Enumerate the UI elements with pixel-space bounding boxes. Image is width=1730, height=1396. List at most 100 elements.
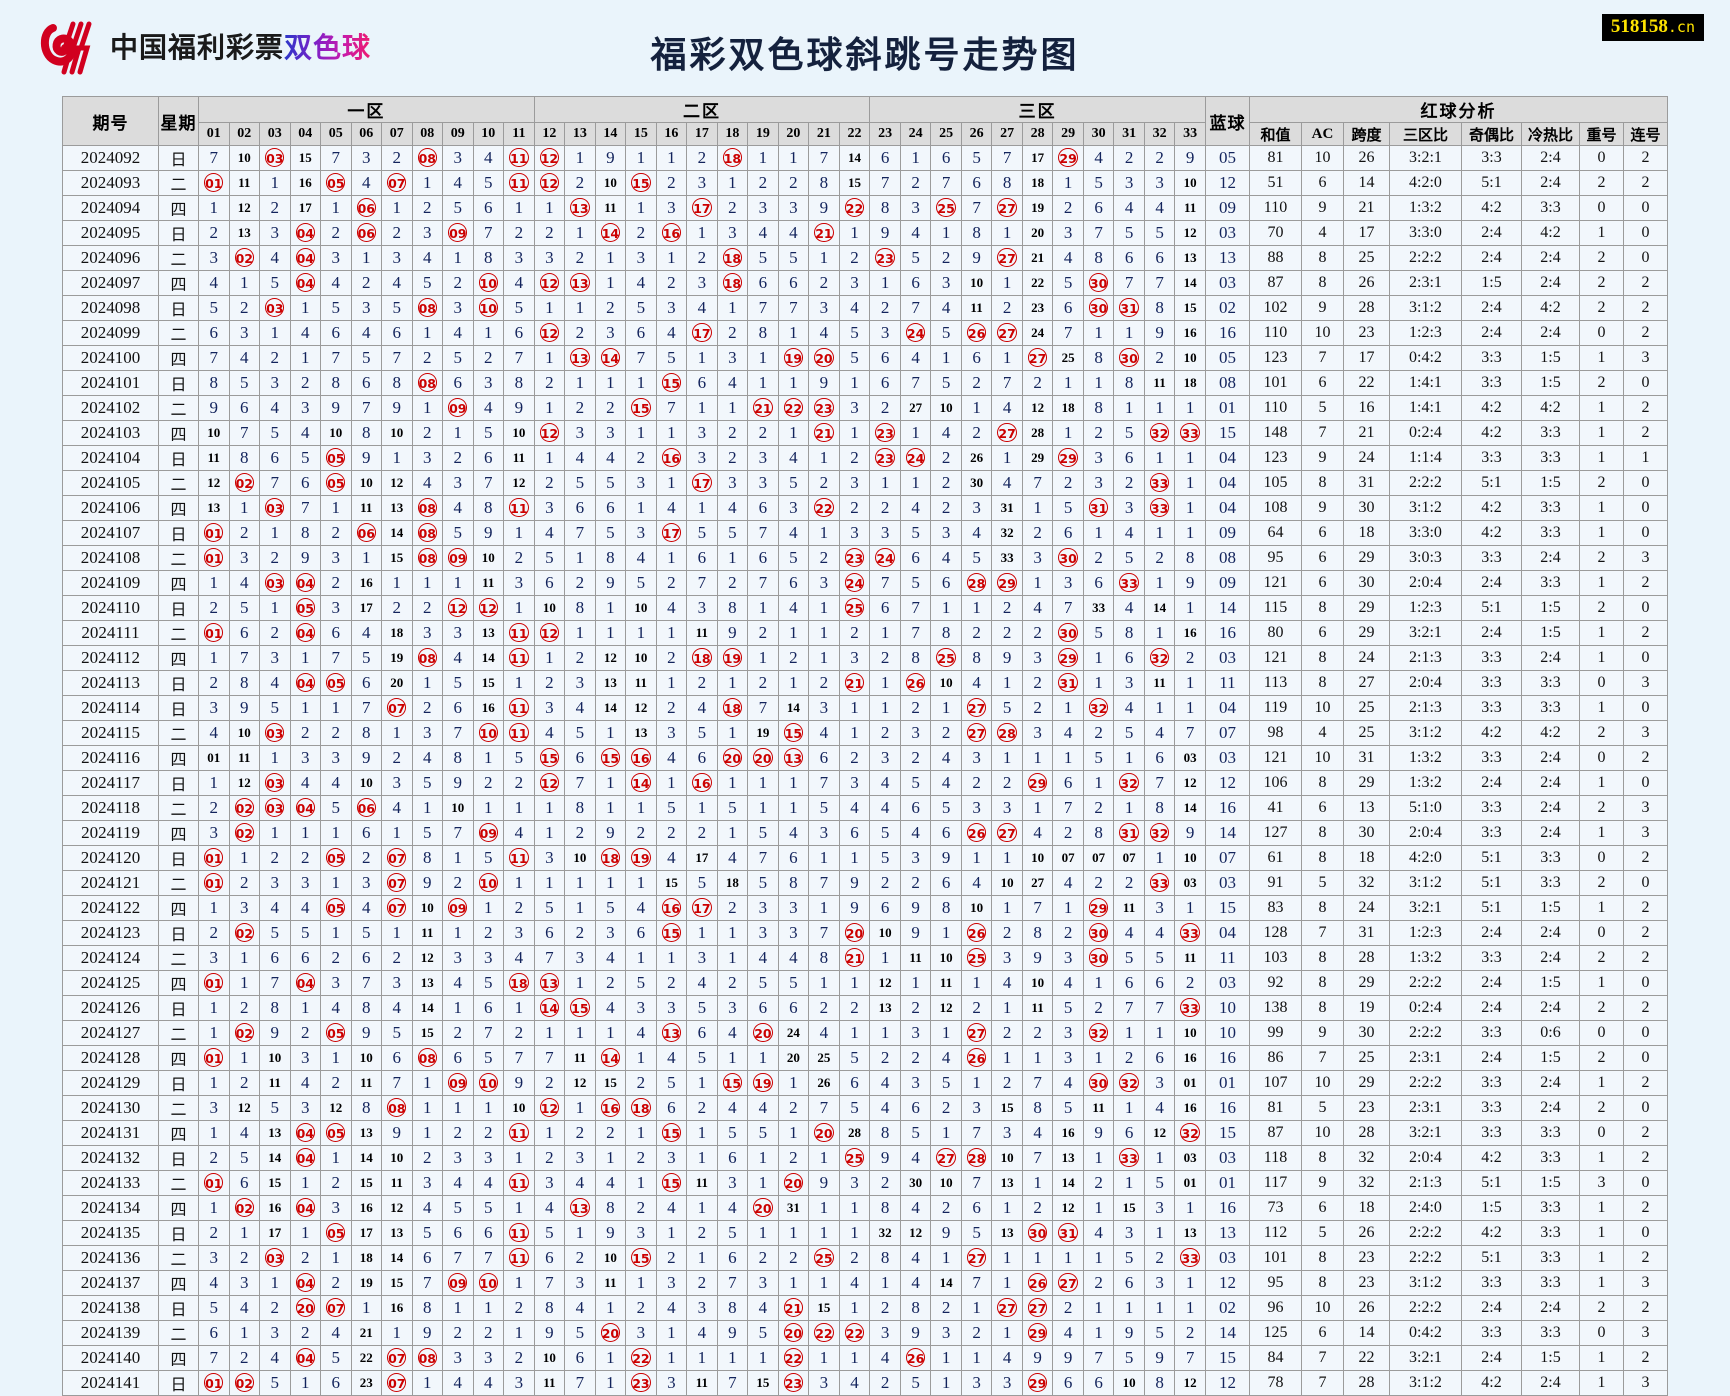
table-row[interactable]: 2024136 二 3 2 03 2 1 18 14 6 7 7 11 6 2 10 15 2 1 6 2 2 25 2 8 4 1…	[62, 1245, 1668, 1271]
cell-blue-ball: 03	[1204, 745, 1250, 771]
table-row[interactable]: 2024116 四 01 11 1 3 3 9 2 4 8 1 5 15 6 15 16 4 6 20 20 13 6 2 3 2…	[62, 745, 1668, 771]
cell-red-gap-27: 4	[991, 395, 1023, 421]
cell-red-gap-14: 1	[594, 270, 627, 296]
table-row[interactable]: 2024105 二 12 02 7 6 05 10 12 4 3 7 12 2 5 5 3 1 17 3 3 5 2 3 1 1 2…	[62, 470, 1668, 496]
cell-analysis-冷热比: 3:3	[1520, 670, 1580, 696]
cell-issue: 2024108	[62, 545, 160, 571]
cell-red-gap-22: 4	[838, 1370, 871, 1396]
table-row[interactable]: 2024096 二 3 02 4 04 3 1 3 4 1 8 3 3 2 1 3 1 2 18 5 5 1 2 23 5 2 9 27…	[62, 245, 1668, 271]
table-row[interactable]: 2024127 二 1 02 9 2 05 9 5 15 2 7 2 1 1 1 4 13 6 4 20 24 4 1 1 3 1 2…	[62, 1020, 1668, 1046]
table-row[interactable]: 2024128 四 01 1 10 3 1 10 6 08 6 5 7 7 11 14 1 4 5 1 1 20 25 5 2 2…	[62, 1045, 1668, 1071]
table-row[interactable]: 2024110 日 2 5 1 05 3 17 2 2 12 12 1 10 8 1 10 4 3 8 1 4 1 25 6 7 1…	[62, 595, 1668, 621]
red-ball-marker: 08	[387, 1098, 407, 1117]
cell-analysis-三区比: 3:2:1	[1388, 1345, 1462, 1371]
cell-red-gap-11: 2	[503, 895, 535, 921]
red-ball-marker: 08	[417, 548, 437, 567]
cell-red-gap-01: 8	[198, 370, 230, 396]
table-row[interactable]: 2024113 日 2 8 4 04 05 6 20 1 5 15 1 2 3 13 11 1 2 1 2 1 2 21 1 26…	[62, 670, 1668, 696]
cell-red-gap-25: 2	[930, 720, 962, 746]
table-row[interactable]: 2024117 日 1 12 03 4 4 10 3 5 9 2 2 12 7 1 14 1 16 1 1 1 7 3 4 5 4 2…	[62, 770, 1668, 796]
table-row[interactable]: 2024100 四 7 4 2 1 7 5 7 2 5 2 7 1 13 14 7 5 1 3 1 19 20 5 6 4 1 6 1 2…	[62, 345, 1668, 371]
table-row[interactable]: 2024093 二 01 11 1 16 05 4 07 1 4 5 11 12 2 10 15 2 3 1 2 2 8 15…	[62, 170, 1668, 196]
red-ball-marker: 08	[417, 523, 437, 542]
cell-red-gap-26: 1	[960, 1295, 993, 1321]
cell-red-hit-13: 13	[564, 195, 596, 221]
cell-red-gap-33: 13	[1174, 245, 1206, 271]
cell-analysis-AC: 4	[1300, 220, 1344, 246]
table-row[interactable]: 2024137 四 4 3 1 04 2 19 15 7 09 10 1 7 3 11 1 3 2 7 3 1 1 4 1 4 14…	[62, 1270, 1668, 1296]
cell-red-hit-12: 12	[533, 320, 566, 346]
table-row[interactable]: 2024097 四 4 1 5 04 4 2 4 5 2 10 4 12 13 1 4 2 3 18 6 6 2 3 1 6 3 10…	[62, 270, 1668, 296]
cell-red-gap-04: 2	[289, 370, 322, 396]
cell-red-gap-25: 1	[930, 345, 962, 371]
table-row[interactable]: 2024119 四 3 02 1 1 1 6 1 5 7 09 4 1 2 9 2 2 2 1 5 4 3 6 5 4 6 26 27 4…	[62, 820, 1668, 846]
table-row[interactable]: 2024103 四 10 7 5 4 10 8 10 2 1 5 10 12 3 3 1 1 3 2 2 1 21 1 23 1 4…	[62, 420, 1668, 446]
th-red-27: 27	[991, 122, 1023, 146]
cell-analysis-冷热比: 2:4	[1520, 995, 1580, 1021]
cell-red-gap-21: 1	[808, 970, 840, 996]
table-row[interactable]: 2024132 日 2 5 14 04 1 14 10 2 3 3 1 2 3 1 2 3 1 6 1 2 1 25 9 4 27 2…	[62, 1145, 1668, 1171]
cell-red-gap-21: 6	[808, 745, 840, 771]
cell-red-gap-08: 2	[411, 1145, 444, 1171]
table-row[interactable]: 2024139 二 6 1 3 2 4 21 1 9 2 2 1 9 5 20 3 1 4 9 5 20 22 22 3 9 3 2 1…	[62, 1320, 1668, 1346]
table-row[interactable]: 2024133 二 01 6 15 1 2 15 11 3 4 4 11 3 4 4 1 15 11 3 1 20 9 3 2 3…	[62, 1170, 1668, 1196]
cell-red-gap-09: 5	[442, 195, 474, 221]
cell-red-gap-09: 1	[442, 245, 474, 271]
cell-week: 二	[158, 870, 200, 896]
table-row[interactable]: 2024118 二 2 02 03 04 5 06 4 1 10 1 1 1 8 1 1 5 1 5 1 1 5 4 4 6 5 3 3…	[62, 795, 1668, 821]
cell-red-gap-15: 2	[625, 1195, 657, 1221]
table-row[interactable]: 2024135 日 2 1 17 1 05 17 13 5 6 6 11 5 1 9 3 1 2 5 1 1 1 1 32 12 9…	[62, 1220, 1668, 1246]
table-row[interactable]: 2024104 日 11 8 6 5 05 9 1 3 2 6 11 1 4 4 2 16 3 2 3 4 1 2 23 24 2 2…	[62, 445, 1668, 471]
cell-red-gap-24: 8	[899, 645, 932, 671]
table-row[interactable]: 2024115 二 4 10 03 2 2 8 1 3 7 10 11 4 5 1 13 3 5 1 19 15 4 1 2 3 2…	[62, 720, 1668, 746]
table-row[interactable]: 2024107 日 01 2 1 8 2 06 14 08 5 9 1 4 7 5 3 17 5 5 7 4 1 3 3 5 3 4 3…	[62, 520, 1668, 546]
table-row[interactable]: 2024101 日 8 5 3 2 8 6 8 08 6 3 8 2 1 1 1 15 6 4 1 1 9 1 6 7 5 2 7 2 1 1…	[62, 370, 1668, 396]
cell-analysis-三区比: 5:1:0	[1388, 795, 1462, 821]
table-row[interactable]: 2024124 二 3 1 6 6 2 6 2 12 3 3 4 7 3 4 1 1 3 1 4 4 8 21 1 11 10 25 3…	[62, 945, 1668, 971]
cell-red-gap-33: 1	[1174, 470, 1206, 496]
cell-analysis-跨度: 26	[1342, 145, 1390, 171]
cell-red-gap-09: 6	[442, 1045, 474, 1071]
cell-red-gap-19: 3	[747, 895, 779, 921]
cell-red-gap-15: 5	[625, 970, 657, 996]
table-row[interactable]: 2024129 日 1 2 11 4 2 11 7 1 09 10 9 2 12 15 2 5 1 15 19 1 26 6 4…	[62, 1070, 1668, 1096]
red-ball-marker: 07	[387, 848, 407, 867]
cell-red-gap-25: 9	[930, 1220, 962, 1246]
table-row[interactable]: 2024111 二 01 6 2 04 6 4 18 3 3 13 11 12 1 1 1 1 11 9 2 1 1 2 1 7 8…	[62, 620, 1668, 646]
cell-red-gap-24: 1	[899, 970, 932, 996]
table-row[interactable]: 2024134 四 1 02 16 04 3 16 12 4 5 5 1 4 13 8 2 4 1 4 20 31 1 1 8 4…	[62, 1195, 1668, 1221]
table-row[interactable]: 2024114 日 3 9 5 1 1 7 07 2 6 16 11 3 4 14 12 2 4 18 7 14 3 1 1 2 1…	[62, 695, 1668, 721]
cell-analysis-冷热比: 1:5	[1520, 370, 1580, 396]
table-row[interactable]: 2024092 日 7 10 03 15 7 3 2 08 3 4 11 12 1 9 1 1 2 18 1 1 7 14 6 1…	[62, 145, 1668, 171]
cell-red-gap-07: 2	[381, 145, 413, 171]
cell-red-gap-02: 1	[228, 1220, 261, 1246]
table-row[interactable]: 2024123 日 2 02 5 5 1 5 1 11 1 2 3 6 2 3 6 15 1 1 3 3 7 20 10 9 1 26…	[62, 920, 1668, 946]
table-row[interactable]: 2024130 二 3 12 5 3 12 8 08 1 1 1 10 12 1 16 18 6 2 4 4 2 7 5 4 6 2…	[62, 1095, 1668, 1121]
table-row[interactable]: 2024112 四 1 7 3 1 7 5 19 08 4 14 11 1 2 12 10 2 18 19 1 2 1 3 2 8…	[62, 645, 1668, 671]
table-row[interactable]: 2024140 四 7 2 4 04 5 22 07 08 3 3 2 10 6 1 22 1 1 1 1 22 1 1 4 26…	[62, 1345, 1668, 1371]
table-row[interactable]: 2024099 二 6 3 1 4 6 4 6 1 4 1 6 12 2 3 6 4 17 2 8 1 4 5 3 24 5 26 27…	[62, 320, 1668, 346]
table-row[interactable]: 2024094 四 1 12 2 17 1 06 1 2 5 6 1 1 13 11 1 3 17 2 3 3 9 22 8 3 2…	[62, 195, 1668, 221]
th-group-zone3: 三区	[869, 96, 1206, 123]
table-row[interactable]: 2024131 四 1 4 13 04 05 13 9 1 2 2 11 1 2 2 1 15 1 5 5 1 20 28 8 5…	[62, 1120, 1668, 1146]
cell-analysis-和值: 95	[1248, 1270, 1302, 1296]
table-row[interactable]: 2024098 日 5 2 03 1 5 3 5 08 3 10 5 1 1 2 5 3 4 1 7 7 3 4 2 7 4 11 2 2…	[62, 295, 1668, 321]
table-row[interactable]: 2024122 四 1 3 4 4 05 4 07 10 09 1 2 5 1 5 4 16 17 2 3 3 1 9 6 9 8 1…	[62, 895, 1668, 921]
table-row[interactable]: 2024120 日 01 1 2 2 05 2 07 8 1 5 11 3 10 18 19 4 17 4 7 6 1 1 5 3…	[62, 845, 1668, 871]
cell-blue-ball: 03	[1204, 1245, 1250, 1271]
table-row[interactable]: 2024095 日 2 13 3 04 2 06 2 3 09 7 2 2 1 14 2 16 1 3 4 4 21 1 9 4 1…	[62, 220, 1668, 246]
cell-red-gap-02: 12	[228, 195, 261, 221]
red-ball-marker: 15	[539, 748, 560, 767]
table-row[interactable]: 2024138 日 5 4 2 20 07 1 16 8 1 1 2 8 4 1 2 4 3 8 4 21 15 1 2 8 2 1 2…	[62, 1295, 1668, 1321]
table-row[interactable]: 2024125 四 01 1 7 04 3 7 3 13 4 5 18 13 1 2 5 2 4 2 5 5 1 1 12 1 11…	[62, 970, 1668, 996]
table-row[interactable]: 2024121 二 01 2 3 3 1 3 07 9 2 10 1 1 1 1 1 15 5 18 5 8 7 9 2 2 6 4 1…	[62, 870, 1668, 896]
cell-red-gap-22: 1	[838, 720, 871, 746]
table-row[interactable]: 2024108 二 01 3 2 9 3 1 15 08 09 10 2 5 1 8 4 1 6 1 6 5 2 23 24 6 4…	[62, 545, 1668, 571]
table-row[interactable]: 2024102 二 9 6 4 3 9 7 9 1 09 4 9 1 2 2 15 7 1 1 21 22 23 3 2 27 10…	[62, 395, 1668, 421]
table-row[interactable]: 2024141 日 01 02 5 1 6 23 07 1 4 4 3 11 7 1 23 3 11 7 15 23 3 4 2…	[62, 1370, 1668, 1396]
cell-red-gap-32: 7	[1143, 770, 1176, 796]
table-row[interactable]: 2024126 日 1 2 8 1 4 8 4 14 1 6 1 14 15 4 3 3 5 3 6 6 2 2 13 2 12 2 1…	[62, 995, 1668, 1021]
table-row[interactable]: 2024106 四 13 1 03 7 1 11 13 08 4 8 11 3 6 6 1 4 1 4 6 3 22 2 2 4 2…	[62, 495, 1668, 521]
table-row[interactable]: 2024109 四 1 4 03 04 2 16 1 1 1 11 3 6 2 9 5 2 7 2 7 6 3 24 7 5 6 28…	[62, 570, 1668, 596]
cell-red-gap-26: 1	[960, 1345, 993, 1371]
